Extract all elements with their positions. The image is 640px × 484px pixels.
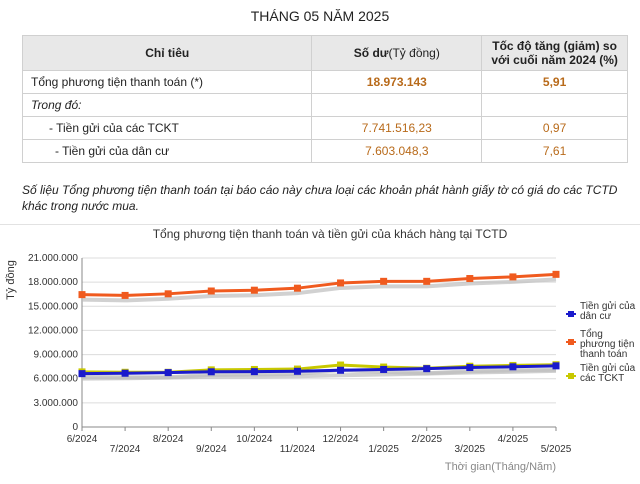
x-tick-label: 8/2024 [153, 434, 184, 445]
header-growth: Tốc độ tăng (giảm) so với cuối năm 2024 … [481, 35, 628, 71]
statistics-table: Chỉ tiêu Số dư(Tỷ đồng) Tốc độ tăng (giả… [21, 35, 628, 163]
y-tick-label: 15.000.000 [28, 301, 78, 312]
data-point [78, 370, 86, 378]
x-tick-label: 5/2025 [541, 444, 572, 455]
series-line [81, 272, 557, 297]
series-shadow [81, 368, 557, 381]
data-point [164, 290, 172, 298]
x-tick-label: 1/2025 [368, 444, 399, 455]
data-point [250, 286, 258, 294]
data-point [380, 365, 388, 373]
footnote: Số liệu Tổng phương tiện thanh toán tại … [22, 183, 618, 213]
data-point [552, 362, 560, 370]
y-axis-label: Tỷ đồng [5, 260, 17, 300]
data-point [337, 279, 345, 287]
data-point [207, 287, 215, 295]
y-tick-label: 21.000.000 [28, 253, 78, 264]
x-tick-label: 2/2025 [411, 434, 442, 445]
header-balance-unit: (Tỷ đồng) [388, 46, 440, 60]
legend-swatch [568, 311, 574, 317]
legend-swatch [568, 339, 574, 345]
data-point [250, 368, 258, 376]
data-point [423, 277, 431, 285]
data-point [78, 291, 86, 299]
x-axis-label: Thời gian(Tháng/Năm) [445, 461, 556, 473]
header-balance: Số dư(Tỷ đồng) [311, 35, 483, 71]
data-point [423, 365, 431, 373]
x-tick-label: 4/2025 [498, 434, 529, 445]
data-point [509, 363, 517, 371]
data-point [121, 291, 129, 299]
legend-label: Tiền gửi của các TCKTTiền gửi của các TCK… [580, 362, 636, 384]
data-point [337, 361, 345, 369]
data-point [552, 270, 560, 278]
row-growth: 0,97 [481, 116, 628, 140]
data-point [380, 277, 388, 285]
series-line [81, 364, 557, 376]
row-growth: 7,61 [481, 139, 628, 163]
data-point [337, 366, 345, 374]
legend-label: Tổng phương tiện thanh toánTổng phương tiệ… [580, 328, 634, 360]
legend-label: Tiền gửi của dân cưTiền gửi của dân cư [580, 300, 636, 322]
x-tick-label: 9/2024 [196, 444, 227, 455]
x-tick-label: 7/2024 [110, 444, 141, 455]
x-tick-label: 10/2024 [236, 434, 273, 445]
x-tick-label: 6/2024 [67, 434, 98, 445]
y-tick-label: 3.000.000 [34, 398, 79, 409]
table-row: - Tiền gửi của dân cư 7.603.048,3 7,61 [21, 139, 628, 163]
chart-title: Tổng phương tiện thanh toán và tiền gửi … [153, 227, 508, 241]
data-point [293, 367, 301, 375]
header-balance-main: Số dư [353, 46, 389, 60]
legend-swatch [568, 373, 574, 379]
data-point [466, 364, 474, 372]
row-balance [311, 93, 483, 117]
y-tick-label: 6.000.000 [34, 374, 79, 385]
data-point [509, 273, 517, 281]
x-tick-label: 11/2024 [280, 444, 316, 455]
table-row: - Tiền gửi của các TCKT 7.741.516,23 0,9… [21, 116, 628, 140]
table-row: Trong đó: [21, 93, 628, 117]
data-point [466, 275, 474, 283]
y-tick-label: 18.000.000 [28, 277, 78, 288]
y-tick-label: 12.000.000 [28, 325, 78, 336]
page-title: THÁNG 05 NĂM 2025 [250, 8, 390, 24]
row-label: Trong đó: [21, 93, 313, 117]
row-label: - Tiền gửi của dân cư [21, 139, 313, 163]
y-tick-label: 9.000.000 [34, 350, 79, 361]
row-balance: 7.603.048,3 [311, 139, 483, 163]
data-point [293, 284, 301, 292]
series-shadow [81, 277, 557, 303]
table-header-row: Chỉ tiêu Số dư(Tỷ đồng) Tốc độ tăng (giả… [21, 35, 628, 71]
data-point [207, 368, 215, 376]
data-point [164, 369, 172, 377]
y-tick-label: 0 [72, 422, 78, 433]
row-label: Tổng phương tiện thanh toán (*) [21, 70, 313, 94]
x-tick-label: 12/2024 [322, 434, 359, 445]
x-tick-label: 3/2025 [455, 444, 486, 455]
divider [0, 224, 640, 225]
data-point [121, 369, 129, 377]
